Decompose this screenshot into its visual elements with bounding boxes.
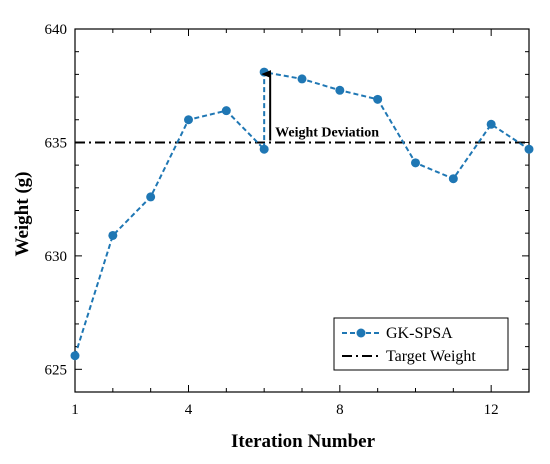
y-tick-label: 625	[45, 362, 68, 378]
legend-gk-spsa-label: GK-SPSA	[386, 325, 453, 342]
x-tick-label: 1	[71, 402, 79, 418]
x-tick-label: 8	[336, 402, 344, 418]
y-tick-label: 630	[45, 249, 68, 265]
gk-spsa-point	[411, 158, 420, 168]
gk-spsa-point	[259, 67, 269, 77]
gk-spsa-point	[524, 144, 534, 154]
gk-spsa-point	[486, 119, 496, 129]
gk-spsa-point	[184, 115, 193, 125]
gk-spsa-point	[221, 106, 231, 116]
gk-spsa-series-line	[74, 70, 530, 357]
y-axis-title: Weight (g)	[12, 172, 33, 257]
x-tick-label: 4	[185, 402, 193, 418]
y-tick-label: 635	[45, 135, 68, 151]
gk-spsa-point	[373, 94, 383, 104]
weight-deviation-label: Weight Deviation	[275, 125, 379, 140]
legend-box	[333, 317, 509, 371]
gk-spsa-point	[146, 192, 156, 202]
gk-spsa-point	[108, 230, 118, 240]
x-axis-title: Iteration Number	[231, 431, 376, 452]
legend-gk-spsa-marker	[356, 328, 366, 338]
gk-spsa-point	[335, 85, 345, 95]
legend-target-label: Target Weight	[386, 348, 476, 365]
y-tick-label: 640	[45, 22, 68, 38]
legend: GK-SPSA Target Weight	[333, 317, 509, 371]
x-tick-label: 12	[484, 402, 499, 418]
gk-spsa-point	[297, 74, 307, 84]
gk-spsa-point	[448, 174, 458, 184]
gk-spsa-point	[70, 351, 80, 361]
gk-spsa-point	[259, 144, 269, 154]
